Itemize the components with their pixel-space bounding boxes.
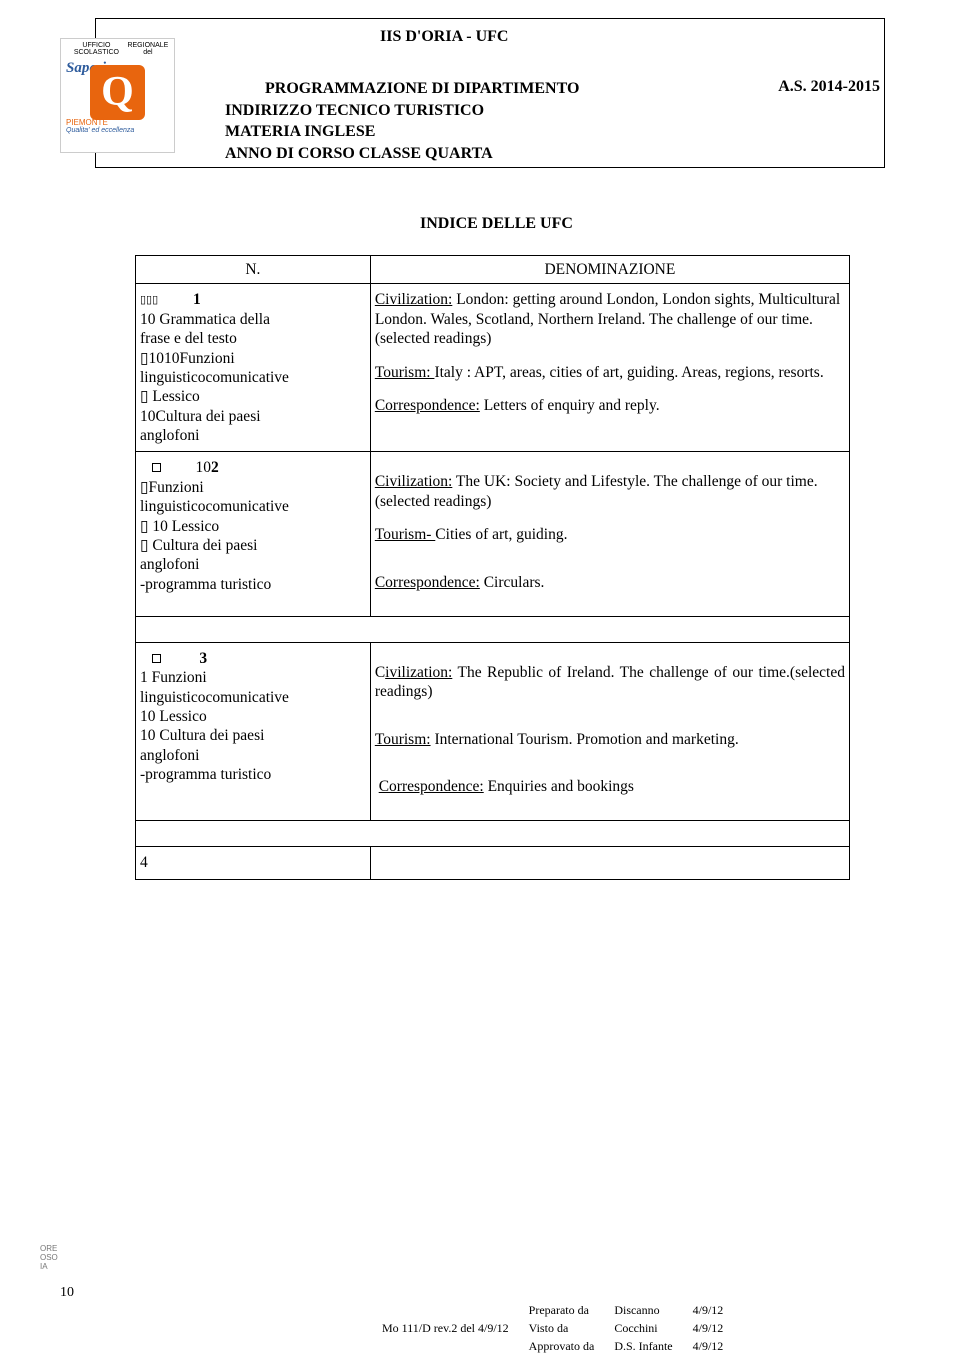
- logo-top-left: UFFICIO SCOLASTICO: [66, 42, 127, 56]
- header-lines: PROGRAMMAZIONE DI DIPARTIMENTO INDIRIZZO…: [225, 78, 579, 164]
- row-item: ▯1010Funzioni: [140, 349, 366, 368]
- row-item: 1 Funzioni: [140, 668, 366, 687]
- logo-piemonte: PIEMONTE: [66, 118, 171, 127]
- row-item: frase e del testo: [140, 329, 366, 348]
- row1-right: Civilization: London: getting around Lon…: [370, 284, 849, 452]
- footer-row: Preparato da Discanno 4/9/12: [382, 1302, 741, 1318]
- logo-top: UFFICIO SCOLASTICO REGIONALE del: [64, 42, 171, 56]
- table-header-row: N. DENOMINAZIONE: [136, 256, 850, 284]
- header-line4: ANNO DI CORSO CLASSE QUARTA: [225, 143, 579, 165]
- row-item: -programma turistico: [140, 765, 366, 784]
- footer-artifact: ORE OSO IA: [40, 1245, 58, 1271]
- tour: Tourism- Cities of art, guiding.: [375, 525, 845, 544]
- row-item: ▯ Cultura dei paesi: [140, 536, 366, 555]
- logo-tagline: Qualita' ed eccellenza: [66, 127, 171, 134]
- row-item: linguisticocomunicative: [140, 368, 366, 387]
- tour: Tourism: Italy : APT, areas, cities of a…: [375, 363, 845, 382]
- row-item: anglofoni: [140, 746, 366, 765]
- footer-row: Mo 111/D rev.2 del 4/9/12 Visto da Cocch…: [382, 1320, 741, 1336]
- footer-mo: Mo 111/D rev.2 del 4/9/12: [382, 1320, 527, 1336]
- row3-left: 3 1 Funzioni linguisticocomunicative 10 …: [136, 642, 371, 821]
- row-num: 3: [140, 649, 366, 668]
- page-number: 10: [60, 1285, 74, 1301]
- row-item: linguisticocomunicative: [140, 497, 366, 516]
- col-head-denom: DENOMINAZIONE: [370, 256, 849, 284]
- civ: Civilization: London: getting around Lon…: [375, 290, 845, 348]
- row-item: 10 Lessico: [140, 707, 366, 726]
- corr: Correspondence: Letters of enquiry and r…: [375, 396, 845, 415]
- row-item: ▯ 10 Lessico: [140, 517, 366, 536]
- header-line3: MATERIA INGLESE: [225, 121, 579, 143]
- row-item: 10 Grammatica della: [140, 310, 366, 329]
- header-line1: PROGRAMMAZIONE DI DIPARTIMENTO: [225, 78, 579, 100]
- row-item: anglofoni: [140, 555, 366, 574]
- logo-top-right: REGIONALE del: [127, 42, 169, 56]
- footer-table: Preparato da Discanno 4/9/12 Mo 111/D re…: [380, 1300, 743, 1357]
- footer-row: Approvato da D.S. Infante 4/9/12: [382, 1338, 741, 1354]
- row-item: ▯Funzioni: [140, 478, 366, 497]
- row4-left: 4: [136, 847, 371, 879]
- row-item: -programma turistico: [140, 575, 366, 594]
- table-row: ▯▯▯ 1 10 Grammatica della frase e del te…: [136, 284, 850, 452]
- row-item: anglofoni: [140, 426, 366, 445]
- row-item: 10Cultura dei paesi: [140, 407, 366, 426]
- row1-left: ▯▯▯ 1 10 Grammatica della frase e del te…: [136, 284, 371, 452]
- row-item: ▯ Lessico: [140, 387, 366, 406]
- col-head-n: N.: [136, 256, 371, 284]
- indice-title: INDICE DELLE UFC: [420, 215, 573, 233]
- row4-right: [370, 847, 849, 879]
- table-row: 4: [136, 847, 850, 879]
- table-row: 101022 ▯Funzioni linguisticocomunicative…: [136, 452, 850, 617]
- row2-right: Civilization: The UK: Society and Lifest…: [370, 452, 849, 617]
- row-num: ▯▯▯ 1: [140, 290, 366, 309]
- corr: Correspondence: Circulars.: [375, 573, 845, 592]
- table-spacer-row: [136, 821, 850, 847]
- header-line2: INDIRIZZO TECNICO TURISTICO: [225, 100, 579, 122]
- row-item: linguisticocomunicative: [140, 688, 366, 707]
- civ: Civilization: The UK: Society and Lifest…: [375, 472, 845, 511]
- row-num: 4: [140, 854, 148, 871]
- row-num: 101022: [140, 458, 366, 477]
- table-spacer-row: [136, 616, 850, 642]
- ufc-table: N. DENOMINAZIONE ▯▯▯ 1 10 Grammatica del…: [135, 255, 850, 880]
- corr: Correspondence: Enquiries and bookings: [375, 777, 845, 796]
- header-as: A.S. 2014-2015: [778, 78, 880, 96]
- row-item: 10 Cultura dei paesi: [140, 726, 366, 745]
- civ: Civilization: The Republic of Ireland. T…: [375, 663, 845, 702]
- table-row: 3 1 Funzioni linguisticocomunicative 10 …: [136, 642, 850, 821]
- logo: UFFICIO SCOLASTICO REGIONALE del Saperi …: [60, 38, 175, 153]
- tour: Tourism: International Tourism. Promotio…: [375, 730, 845, 749]
- logo-letter: Q: [90, 65, 145, 120]
- row3-right: Civilization: The Republic of Ireland. T…: [370, 642, 849, 821]
- header-title: IIS D'ORIA - UFC: [380, 28, 508, 46]
- row2-left: 101022 ▯Funzioni linguisticocomunicative…: [136, 452, 371, 617]
